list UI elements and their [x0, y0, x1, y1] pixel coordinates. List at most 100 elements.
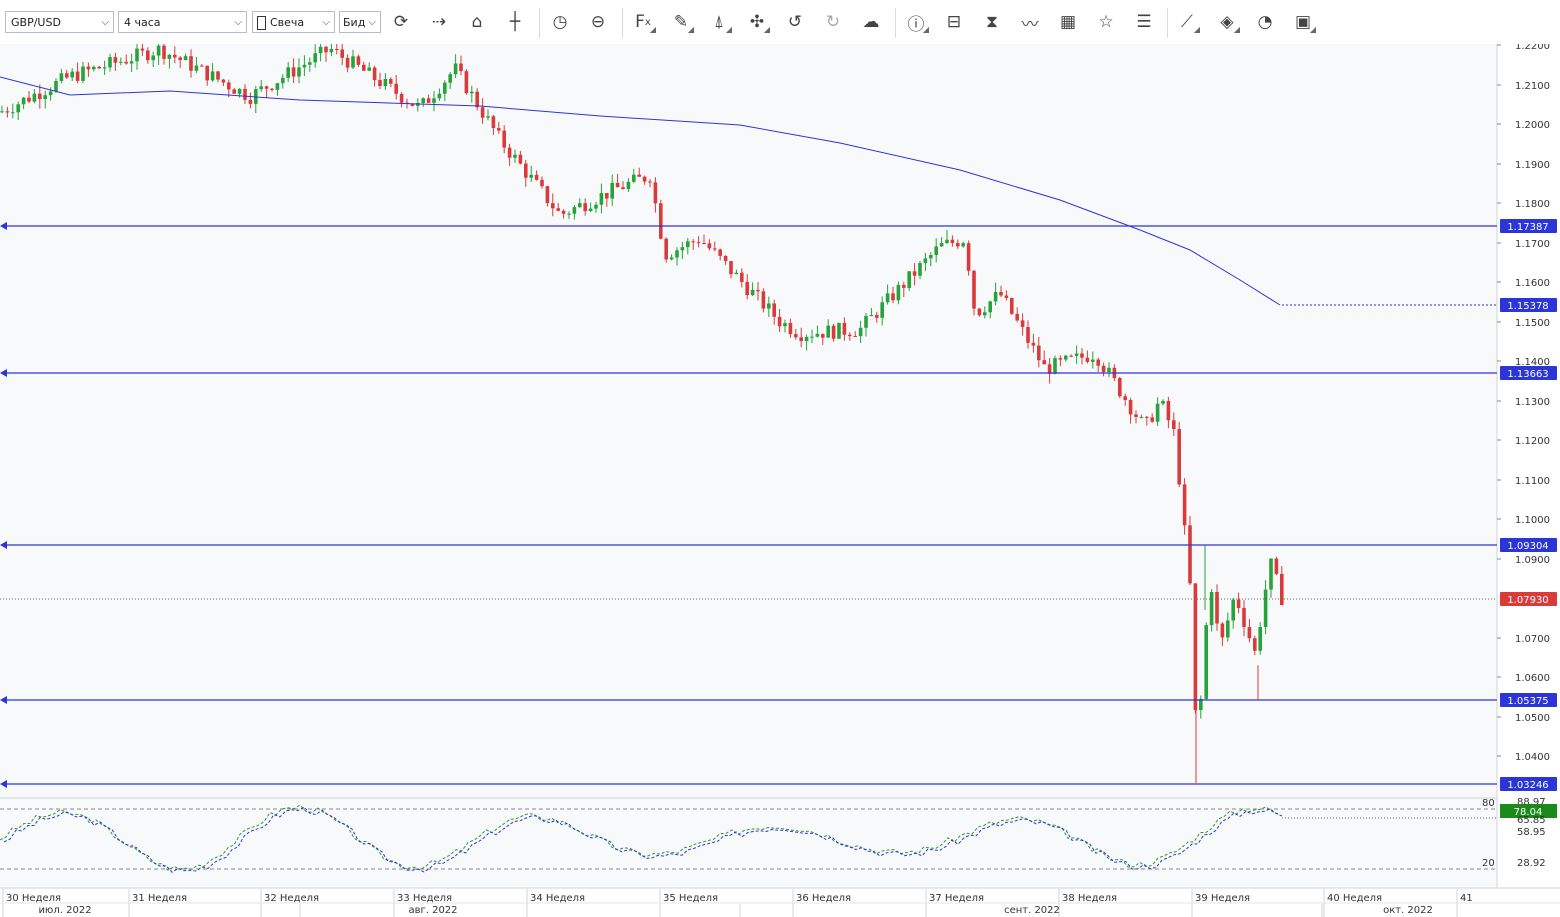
candle-down: [831, 325, 836, 339]
candle-up: [864, 316, 868, 328]
candle-up: [572, 207, 577, 214]
price-badge-label: 1.09304: [1507, 541, 1548, 552]
candle-up: [686, 241, 690, 248]
candle-up: [1139, 416, 1144, 418]
candle-down: [718, 249, 722, 256]
candle-up: [32, 93, 37, 102]
lock-scale-icon[interactable]: ⌂: [471, 12, 483, 32]
oscillator-value-label: 58.95: [1517, 827, 1546, 838]
candle-down: [1020, 320, 1025, 327]
candle-up: [275, 83, 280, 90]
candle-down: [221, 79, 226, 83]
price-badge: [1500, 298, 1557, 312]
candle-up: [421, 98, 425, 103]
candle-down: [518, 154, 523, 164]
symbol-value: GBP/USD: [11, 16, 61, 29]
favorites-star-icon[interactable]: ☆: [1098, 12, 1114, 32]
draw-pencil-icon[interactable]: ✎ ◢: [673, 12, 694, 34]
candle-down: [853, 336, 857, 338]
level-handle-icon[interactable]: [0, 222, 7, 230]
timeframe-select[interactable]: 4 часа ⌵: [118, 11, 247, 33]
price-pane[interactable]: [0, 44, 1497, 796]
candle-up: [329, 49, 334, 53]
candle-up: [1155, 403, 1160, 422]
price-tick-label: 1.1400: [1515, 357, 1550, 368]
template-icon[interactable]: ◔: [1257, 12, 1273, 32]
candle-up: [108, 57, 112, 68]
hourglass-icon[interactable]: ⧗: [986, 12, 998, 32]
crosshair-icon[interactable]: ┼: [509, 12, 521, 32]
candle-down: [1253, 638, 1257, 651]
price-side-select[interactable]: Бид ⌵: [339, 11, 381, 33]
candle-down: [502, 130, 506, 148]
toolbar-divider: [539, 8, 540, 38]
info-icon[interactable]: ⓘ ◢: [907, 14, 930, 35]
price-chart[interactable]: 1.2200 1.2100 1.2000 1.1900 1.1800 1.1700 1.16…: [0, 44, 1560, 917]
price-badge: [1500, 693, 1557, 707]
upload-icon[interactable]: ☁: [862, 12, 880, 32]
trend-lines-icon[interactable]: ⟋ ◢: [1181, 12, 1200, 34]
candle-down: [1042, 360, 1046, 365]
candle-up: [470, 91, 474, 94]
candle-down: [356, 56, 361, 65]
candle-up: [297, 67, 301, 77]
candle-up: [453, 63, 458, 75]
candle-down: [637, 174, 641, 177]
price-tick-label: 1.1800: [1515, 199, 1550, 210]
candle-up: [21, 97, 26, 105]
refresh-icon[interactable]: ⟳: [393, 12, 409, 32]
calendar-icon[interactable]: ▦: [1059, 12, 1077, 32]
level-handle-icon[interactable]: [0, 780, 7, 788]
candle-up: [1226, 620, 1230, 638]
candle-up: [16, 104, 20, 113]
candle-down: [86, 66, 91, 70]
candle-down: [561, 210, 566, 214]
history-clock-icon[interactable]: ◷: [552, 12, 568, 32]
candle-up: [194, 65, 199, 71]
redo-icon[interactable]: ↻: [825, 12, 841, 32]
candle-down: [124, 61, 128, 64]
candle-up: [437, 93, 442, 99]
candle-down: [1172, 420, 1176, 430]
candle-down: [97, 66, 101, 69]
candle-down: [524, 163, 528, 178]
candle-up: [11, 112, 15, 114]
level-handle-icon[interactable]: [0, 369, 7, 377]
level-handle-icon[interactable]: [0, 696, 7, 704]
candle-down: [362, 64, 366, 71]
candle-down: [999, 291, 1003, 296]
candle-down: [1177, 429, 1181, 485]
list-icon[interactable]: ☰: [1136, 12, 1152, 32]
compare-icon[interactable]: ⊟: [946, 12, 962, 32]
undo-icon[interactable]: ↺: [787, 12, 803, 32]
level-handle-icon[interactable]: [0, 541, 7, 549]
candle-down: [1215, 591, 1219, 624]
candle-down: [27, 97, 31, 102]
price-badge-label: 1.17387: [1507, 222, 1548, 233]
candle-down: [950, 239, 955, 244]
zoom-reset-icon[interactable]: ⊖: [590, 12, 606, 32]
oscillator-pane[interactable]: [0, 799, 1497, 888]
shift-chart-icon[interactable]: ⇢: [431, 12, 447, 32]
candle-up: [588, 208, 593, 212]
candle-up: [610, 182, 614, 199]
week-label: 40 Неделя: [1327, 893, 1382, 904]
layers-icon[interactable]: ◈ ◢: [1220, 12, 1240, 34]
candle-up: [183, 56, 188, 61]
candle-down: [740, 272, 744, 282]
price-tick-label: 1.1900: [1515, 160, 1550, 171]
candle-down: [324, 46, 328, 53]
patterns-icon[interactable]: ✣ ◢: [749, 12, 770, 34]
fibonacci-icon[interactable]: ⍋ ◢: [713, 12, 732, 34]
symbol-select[interactable]: GBP/USD ⌵: [5, 11, 114, 33]
candle-down: [794, 334, 798, 338]
chart-type-select[interactable]: Свеча ⌵: [252, 11, 335, 33]
save-icon[interactable]: ▣ ◢: [1294, 12, 1316, 34]
moving-average-line: [0, 76, 1281, 306]
price-badge-label: 1.15378: [1507, 301, 1548, 312]
toolbar-divider: [622, 8, 623, 38]
candle-up: [896, 284, 901, 301]
line-wave-icon[interactable]: 〰: [1021, 14, 1039, 35]
candle-down: [65, 73, 69, 78]
